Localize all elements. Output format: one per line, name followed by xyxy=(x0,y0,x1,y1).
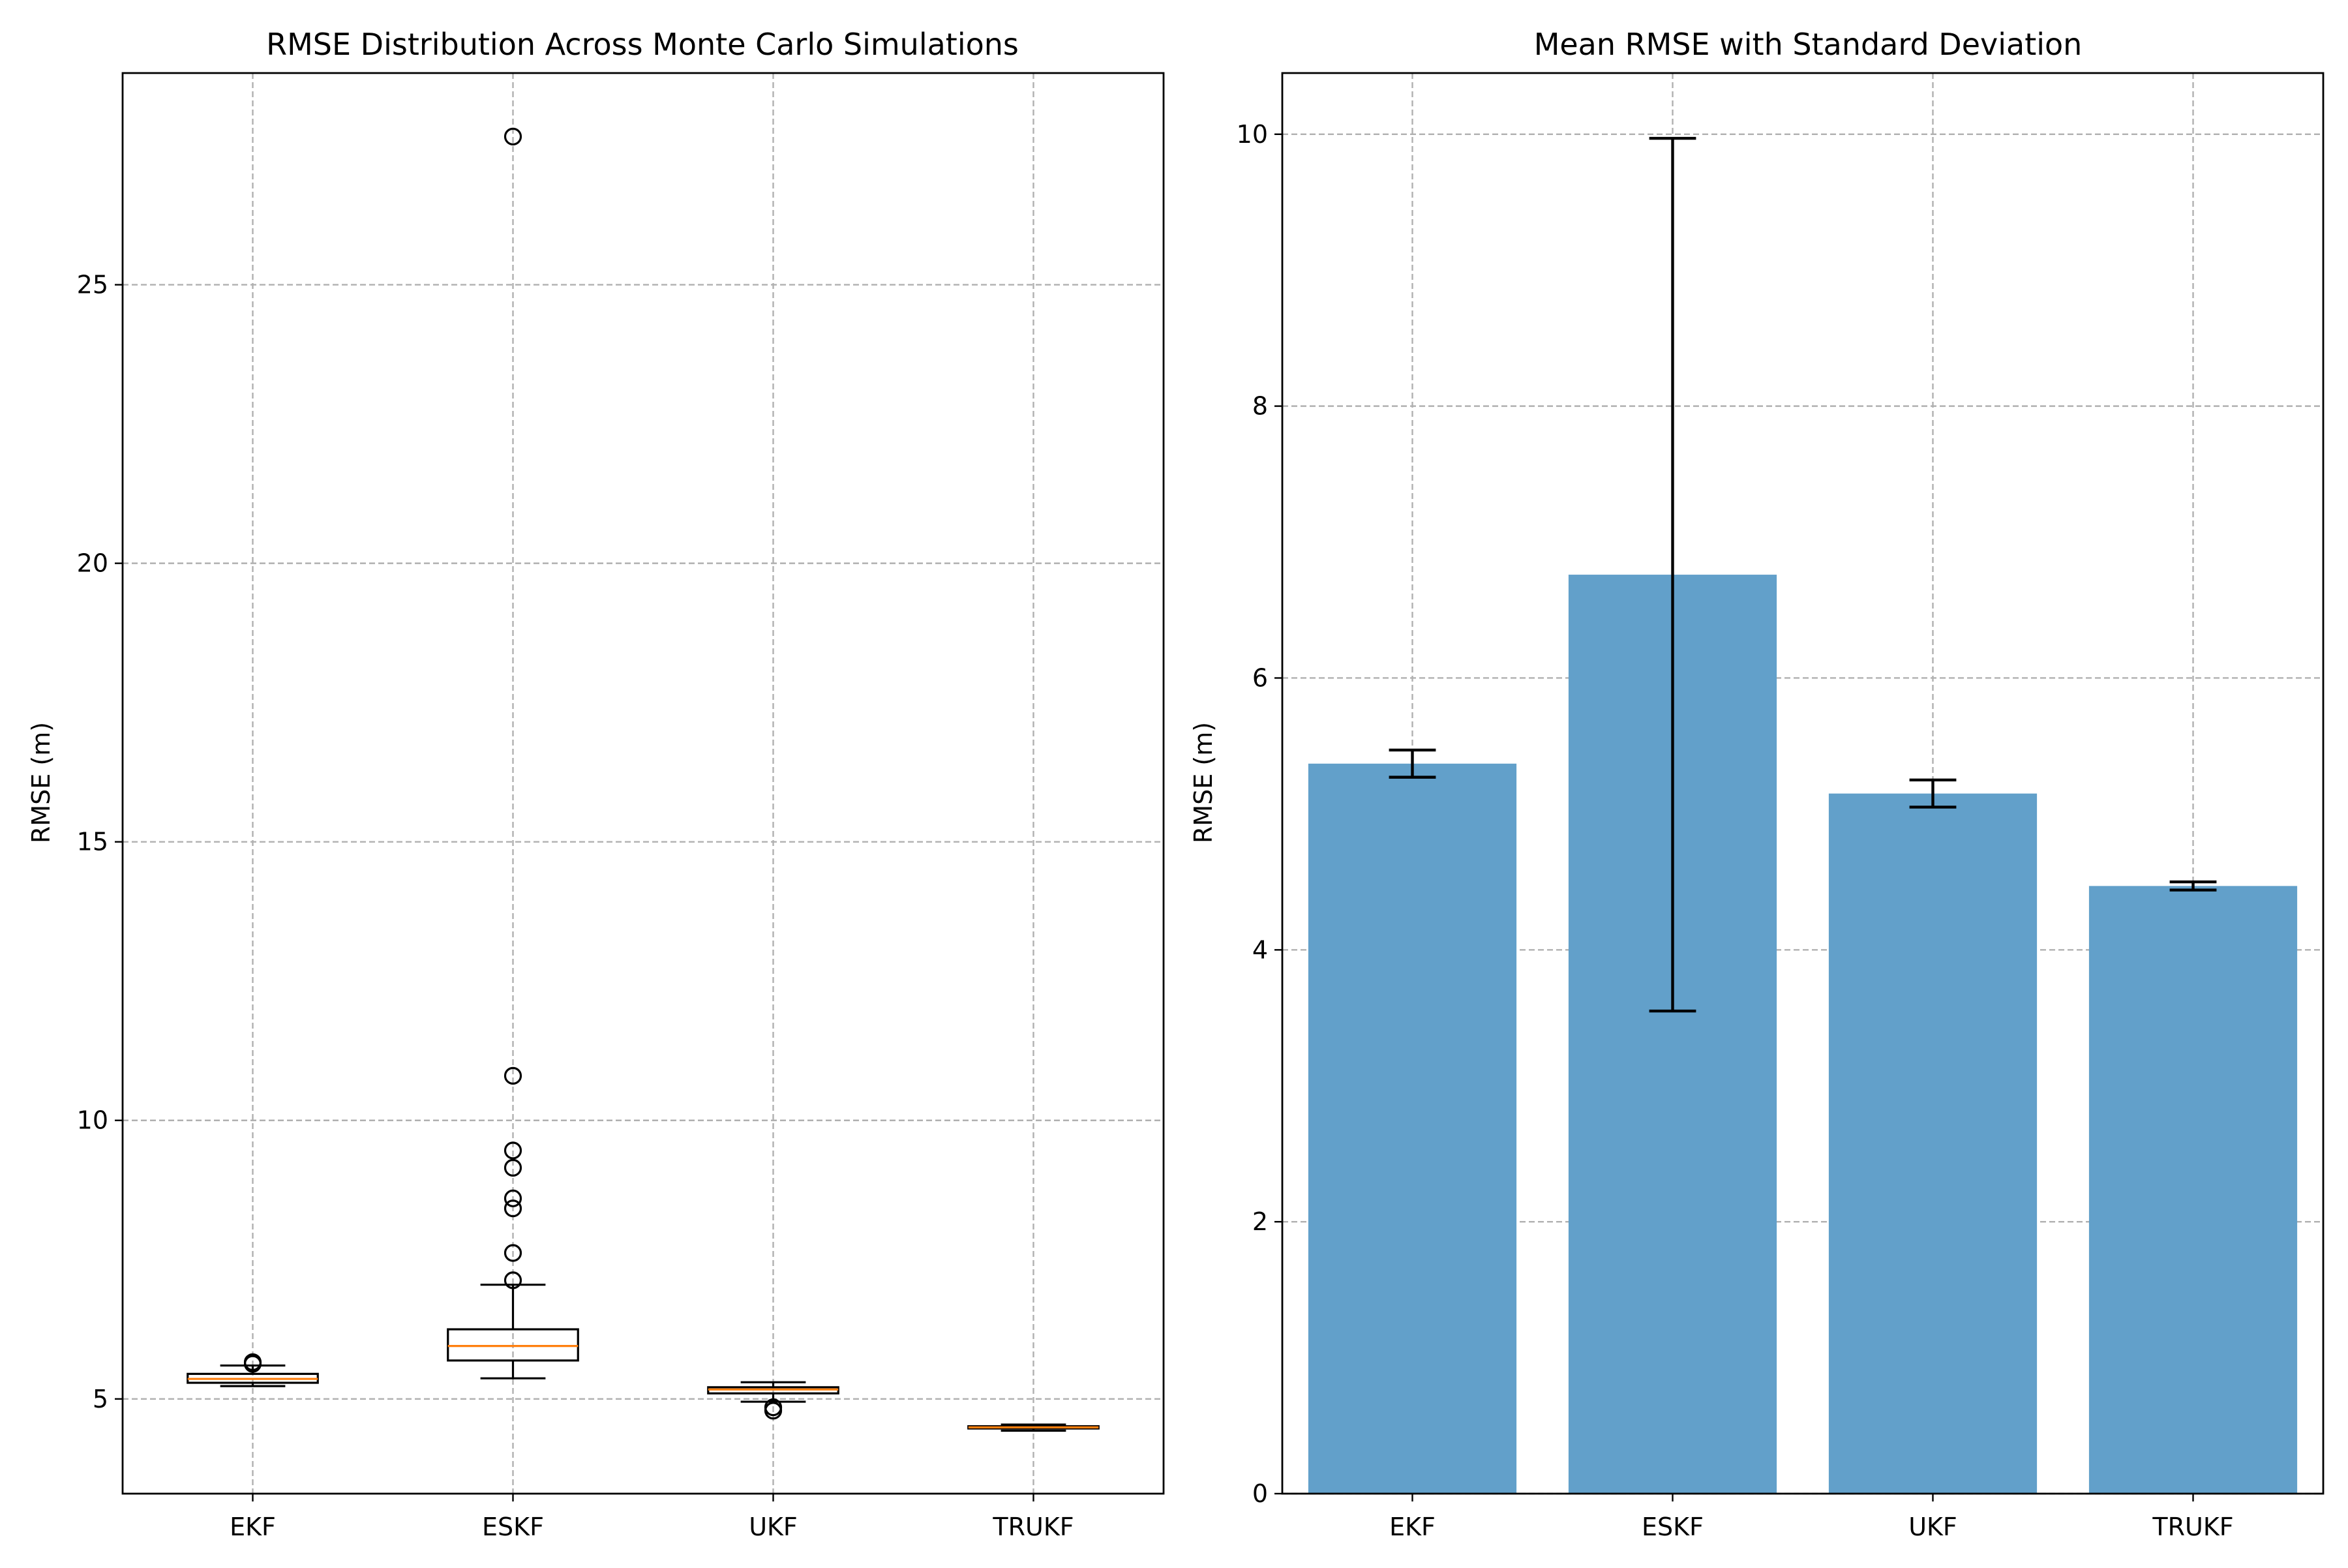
outlier-point xyxy=(504,1189,522,1207)
y-tick-label: 10 xyxy=(1237,120,1268,149)
iqr-box xyxy=(447,1328,579,1362)
y-tick-label: 5 xyxy=(93,1385,108,1413)
outlier-point xyxy=(504,1199,522,1218)
x-tick-label: EKF xyxy=(1389,1513,1436,1541)
barchart-ticks: 0 2 4 6 8 10 EKF ESKF UKF TRUKF xyxy=(1237,120,2234,1541)
x-tick-label: EKF xyxy=(230,1513,276,1541)
outlier-point xyxy=(764,1402,783,1420)
boxplot-title: RMSE Distribution Across Monte Carlo Sim… xyxy=(266,27,1019,62)
x-tick-label: UKF xyxy=(1908,1513,1957,1541)
barchart-panel: Mean RMSE with Standard Deviation RMSE (… xyxy=(1189,27,2325,1541)
y-tick-label: 0 xyxy=(1252,1479,1268,1508)
barchart-marks xyxy=(1308,136,2298,1494)
x-tick-label: ESKF xyxy=(482,1513,544,1541)
box-trukf xyxy=(967,1423,1100,1432)
y-tick-label: 2 xyxy=(1252,1207,1268,1236)
outlier-point xyxy=(504,127,522,145)
barchart-ylabel: RMSE (m) xyxy=(1189,722,1218,843)
mean-bar xyxy=(2088,886,2298,1494)
boxplot-axes-frame xyxy=(121,72,1165,1495)
outlier-point xyxy=(504,1158,522,1177)
y-tick-label: 4 xyxy=(1252,935,1268,964)
y-tick-label: 8 xyxy=(1252,392,1268,421)
box-eskf xyxy=(447,127,579,1380)
boxplot-ylabel: RMSE (m) xyxy=(27,722,55,843)
y-tick-label: 10 xyxy=(77,1106,108,1135)
boxplot-marks xyxy=(187,127,1100,1432)
x-tick-label: TRUKF xyxy=(992,1513,1074,1541)
mean-bar xyxy=(1828,793,2038,1494)
boxplot-grid xyxy=(123,73,1164,1494)
bar-trukf xyxy=(2088,880,2298,1494)
barchart-title: Mean RMSE with Standard Deviation xyxy=(1534,27,2083,62)
barchart-axes-frame xyxy=(1281,72,2325,1495)
y-tick-label: 6 xyxy=(1252,663,1268,692)
outlier-point xyxy=(243,1353,262,1372)
bar-eskf xyxy=(1568,136,1777,1494)
y-tick-label: 15 xyxy=(77,828,108,856)
y-tick-label: 20 xyxy=(77,549,108,578)
x-tick-label: UKF xyxy=(749,1513,798,1541)
outlier-point xyxy=(504,1141,522,1160)
outlier-point xyxy=(504,1271,522,1289)
box-ekf xyxy=(187,1353,319,1387)
bar-ekf xyxy=(1308,748,1517,1494)
x-tick-label: ESKF xyxy=(1642,1513,1704,1541)
mean-bar xyxy=(1308,763,1517,1494)
outlier-point xyxy=(504,1066,522,1085)
bar-ukf xyxy=(1828,778,2038,1494)
y-tick-label: 25 xyxy=(77,271,108,299)
outlier-point xyxy=(504,1244,522,1262)
box-ukf xyxy=(707,1381,839,1420)
boxplot-panel: RMSE Distribution Across Monte Carlo Sim… xyxy=(27,27,1165,1541)
x-tick-label: TRUKF xyxy=(2152,1513,2233,1541)
boxplot-ticks: 5 10 15 20 25 EKF ESKF UKF TRUKF xyxy=(77,271,1074,1541)
